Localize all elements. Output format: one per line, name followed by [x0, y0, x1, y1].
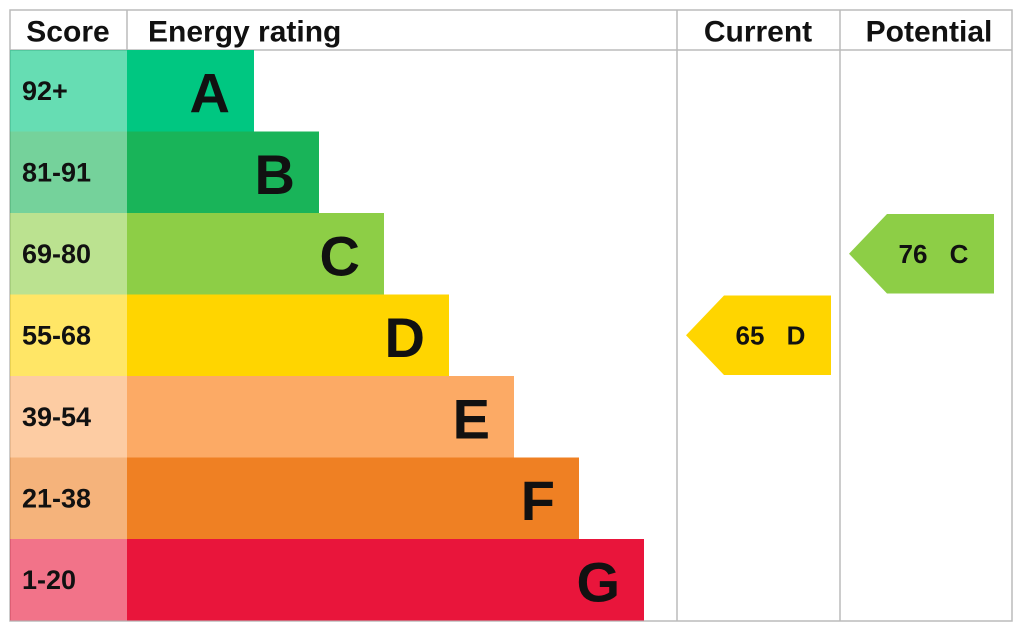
- score-cell: [10, 376, 127, 458]
- potential-value: 76: [899, 239, 928, 269]
- header: Potential: [866, 16, 993, 49]
- score-range: 81-91: [22, 157, 91, 187]
- band-bar: [127, 457, 579, 539]
- band-bar: [127, 50, 254, 132]
- header: Current: [704, 16, 812, 49]
- potential-letter: C: [950, 239, 969, 269]
- score-range: 39-54: [22, 402, 91, 432]
- band-letter: B: [255, 143, 295, 206]
- band-letter: E: [453, 387, 490, 450]
- score-cell: [10, 50, 127, 132]
- score-range: 92+: [22, 76, 68, 106]
- band-letter: F: [521, 469, 555, 532]
- band-letter: A: [190, 61, 230, 124]
- header: Score: [26, 16, 109, 49]
- band-bar: [127, 131, 319, 213]
- band-bar: [127, 213, 384, 295]
- score-cell: [10, 213, 127, 295]
- score-range: 69-80: [22, 239, 91, 269]
- band-bar: [127, 376, 514, 458]
- score-range: 1-20: [22, 565, 76, 595]
- score-cell: [10, 294, 127, 376]
- score-range: 55-68: [22, 320, 91, 350]
- score-cell: [10, 131, 127, 213]
- score-range: 21-38: [22, 483, 91, 513]
- band-letter: G: [576, 550, 620, 613]
- potential-arrow: [849, 214, 994, 294]
- score-cell: [10, 539, 127, 621]
- band-bar: [127, 294, 449, 376]
- band-bar: [127, 539, 644, 621]
- band-letter: C: [320, 224, 360, 287]
- current-value: 65: [736, 320, 765, 350]
- band-letter: D: [385, 306, 425, 369]
- score-cell: [10, 457, 127, 539]
- header: Energy rating: [148, 16, 341, 49]
- current-letter: D: [787, 320, 806, 350]
- current-arrow: [686, 295, 831, 375]
